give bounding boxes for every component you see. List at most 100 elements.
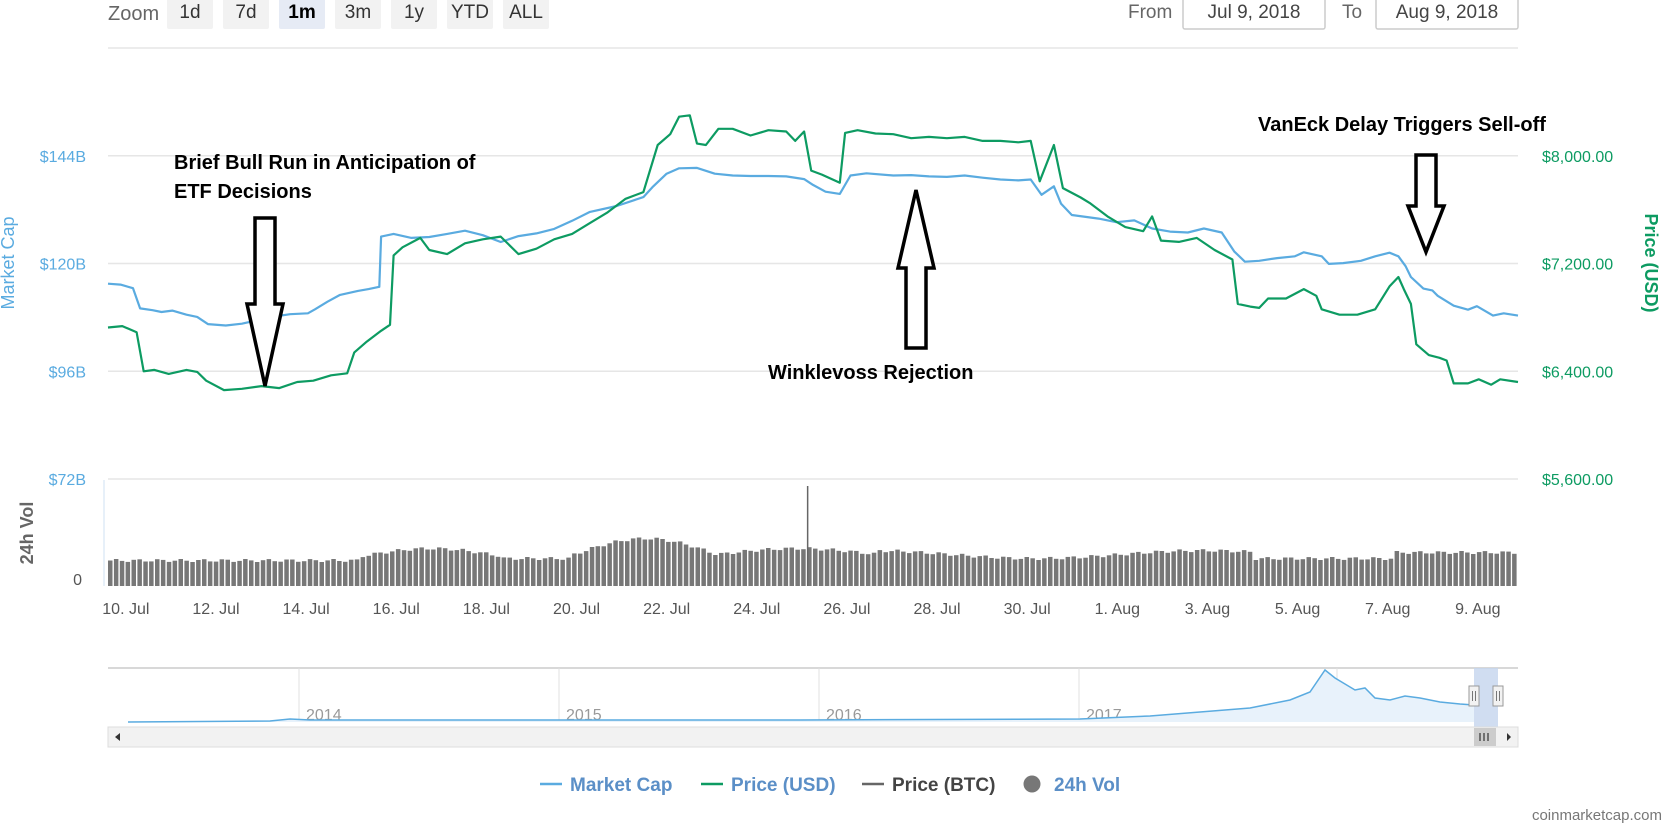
- from-date-input[interactable]: Jul 9, 2018: [1182, 0, 1326, 30]
- volume-bar: [1053, 558, 1059, 586]
- volume-bar: [724, 552, 730, 586]
- scrollbar-track[interactable]: [107, 726, 1519, 748]
- volume-bar: [290, 559, 295, 586]
- zoom-button-1m[interactable]: 1m: [279, 0, 325, 29]
- volume-bar: [519, 559, 524, 586]
- volume-bar: [578, 553, 583, 586]
- navigator-handle[interactable]: [1492, 685, 1504, 707]
- volume-bar: [730, 554, 736, 586]
- volume-bar: [172, 560, 178, 586]
- zoom-button-all[interactable]: ALL: [503, 0, 549, 29]
- price-tick-label: $7,200.00: [1542, 257, 1613, 274]
- volume-bar: [924, 553, 930, 586]
- volume-bar: [742, 549, 747, 586]
- toolbar: Zoom 1d 7d 1m 3m 1y YTD ALL From Jul 9, 2018 T…: [108, 0, 1519, 49]
- price-axis-title: Price (USD): [1641, 213, 1661, 312]
- legend-item[interactable]: Price (BTC): [862, 775, 995, 796]
- volume-bar: [536, 560, 542, 586]
- volume-bar: [166, 561, 172, 586]
- volume-bar: [184, 560, 189, 586]
- volume-bar: [707, 552, 712, 586]
- volume-bar: [425, 549, 430, 586]
- to-date-input[interactable]: Aug 9, 2018: [1375, 0, 1519, 30]
- date-tick-label: 28. Jul: [913, 601, 960, 618]
- zoom-button-1y[interactable]: 1y: [391, 0, 437, 29]
- credit-link[interactable]: coinmarketcap.com: [1532, 807, 1662, 824]
- volume-bar: [842, 552, 847, 586]
- to-date-value: Aug 9, 2018: [1396, 2, 1498, 23]
- volume-bar: [395, 549, 401, 586]
- scroll-left-icon[interactable]: [115, 733, 120, 741]
- price-tick-label: $8,000.00: [1542, 149, 1613, 166]
- volume-bar: [113, 559, 119, 586]
- volume-bar: [1412, 551, 1417, 586]
- legend-label: 24h Vol: [1054, 775, 1120, 796]
- volume-bar: [284, 559, 289, 586]
- volume-bar: [1241, 550, 1247, 586]
- volume-bar: [1406, 553, 1411, 586]
- volume-bar: [442, 548, 448, 586]
- legend-item[interactable]: Market Cap: [540, 775, 672, 796]
- zoom-button-1d[interactable]: 1d: [167, 0, 213, 29]
- volume-bar: [1147, 553, 1153, 586]
- volume-bar: [472, 553, 477, 586]
- volume-bar: [266, 559, 272, 586]
- volume-bar: [677, 541, 683, 586]
- scrollbar-thumb[interactable]: [1474, 728, 1496, 746]
- volume-bar: [566, 557, 571, 586]
- date-tick-label: 5. Aug: [1275, 601, 1320, 618]
- volume-bar: [1365, 559, 1370, 586]
- volume-bar: [1118, 554, 1123, 586]
- date-tick-label: 16. Jul: [373, 601, 420, 618]
- zoom-button-ytd[interactable]: YTD: [447, 0, 493, 29]
- volume-bar: [1036, 560, 1041, 586]
- volume-bar: [995, 558, 1000, 586]
- volume-bar: [760, 549, 765, 586]
- volume-bar: [1200, 549, 1206, 586]
- volume-bar: [155, 559, 160, 586]
- volume-bar: [713, 555, 718, 586]
- scroll-right-icon[interactable]: [1507, 733, 1511, 741]
- volume-bar: [613, 540, 618, 586]
- volume-bar: [108, 560, 113, 586]
- volume-bar: [1388, 558, 1394, 586]
- volume-bar: [513, 559, 518, 586]
- volume-bar: [1347, 557, 1353, 586]
- volume-bar: [766, 548, 771, 586]
- volume-bar: [1065, 556, 1071, 586]
- legend-item[interactable]: 24h Vol: [1023, 775, 1121, 796]
- volume-bar: [877, 550, 883, 586]
- date-tick-label: 30. Jul: [1004, 601, 1051, 618]
- zoom-button-label: 1d: [179, 2, 200, 23]
- volume-bar: [525, 557, 530, 586]
- volume-bar: [801, 549, 806, 586]
- volume-bar: [1112, 553, 1118, 586]
- legend-volume-icon: [1023, 775, 1041, 793]
- volume-bar: [1030, 558, 1035, 586]
- date-tick-label: 1. Aug: [1095, 601, 1140, 618]
- volume-bar: [501, 557, 507, 586]
- volume-bar: [965, 555, 971, 586]
- volume-bar: [936, 552, 941, 586]
- zoom-button-3m[interactable]: 3m: [335, 0, 381, 29]
- zoom-button-7d[interactable]: 7d: [223, 0, 269, 29]
- market-cap-tick-label: $72B: [49, 472, 86, 489]
- navigator[interactable]: 20142015201620172018: [107, 667, 1519, 748]
- date-tick-label: 20. Jul: [553, 601, 600, 618]
- volume-bar: [1424, 553, 1429, 586]
- navigator-handle[interactable]: [1468, 685, 1480, 707]
- price-usd-line: [107, 114, 1519, 392]
- date-tick-label: 7. Aug: [1365, 601, 1410, 618]
- volume-bar: [1012, 559, 1018, 586]
- legend-item[interactable]: Price (USD): [701, 775, 836, 796]
- volume-bar: [683, 544, 689, 586]
- volume-bar: [1218, 549, 1223, 586]
- volume-bar: [413, 548, 418, 586]
- volume-bar: [1377, 558, 1382, 586]
- volume-bar: [190, 562, 195, 586]
- volume-bar: [213, 561, 219, 586]
- volume-bar: [431, 549, 436, 586]
- volume-bar: [1236, 551, 1241, 586]
- volume-bar: [489, 555, 495, 586]
